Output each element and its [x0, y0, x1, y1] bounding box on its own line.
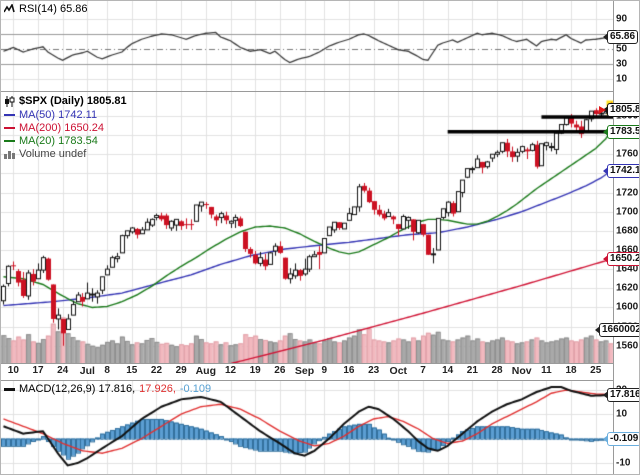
volume-label: Volume undef [19, 148, 87, 160]
x-axis-day-label: 14 [442, 365, 454, 376]
rsi-legend: RSI(14) 65.86 [4, 3, 87, 15]
value-badge: -0.109 [607, 431, 639, 446]
macd-line-swatch [4, 387, 15, 391]
macd-legend: MACD(12,26,9) 17.816, 17.926, -0.109 [4, 383, 211, 395]
value-badge: 1650.24 [607, 252, 639, 267]
value-badge: 17.816 [607, 387, 639, 402]
symbol-label: $SPX (Daily) 1805.81 [19, 95, 127, 107]
x-axis-day-label: 19 [249, 365, 261, 376]
rsi-axis-tick: 10 [616, 73, 628, 85]
x-axis-day-label: 29 [175, 365, 187, 376]
macd-axis-tick: -10 [616, 457, 631, 469]
price-axis-tick: 1720 [616, 187, 639, 199]
ma20-label: MA(20) 1783.54 [19, 135, 98, 147]
ma50-legend: MA(50) 1742.11 [4, 109, 97, 121]
value-badge: 1660002 [599, 323, 639, 338]
x-axis-day-label: 16 [343, 365, 355, 376]
panel-separator [1, 363, 613, 364]
price-axis-tick: 1660 [616, 244, 639, 256]
ma200-legend: MA(200) 1650.24 [4, 122, 104, 134]
price-axis-tick: 1620 [616, 282, 639, 294]
x-axis-day-label: 10 [7, 365, 19, 376]
macd-label: MACD(12,26,9) 17.816, [19, 383, 136, 395]
symbol-legend: $SPX (Daily) 1805.81 [4, 95, 127, 107]
macd-signal-value: 17.926, [139, 383, 176, 395]
ma50-label: MA(50) 1742.11 [19, 109, 98, 121]
x-axis-day-label: 23 [368, 365, 380, 376]
ma20-legend: MA(20) 1783.54 [4, 135, 98, 147]
ma20-line-swatch [4, 140, 15, 142]
value-badge: 1783.54 [607, 124, 639, 139]
volume-bars-icon [4, 151, 15, 159]
x-axis-day-label: 24 [57, 365, 69, 376]
macd-hist-value: -0.109 [179, 383, 212, 395]
price-axis-tick: 1640 [616, 263, 639, 275]
price-axis-tick: 1700 [616, 206, 639, 218]
macd-plot-canvas[interactable] [1, 381, 613, 474]
x-axis-month-label: Sep [294, 365, 315, 377]
x-axis-day-label: 21 [466, 365, 478, 376]
macd-axis-tick: 10 [616, 408, 628, 420]
chart-line-icon [4, 4, 15, 13]
panel-separator [1, 91, 613, 92]
x-axis-day-label: 22 [150, 365, 163, 376]
rsi-axis-tick: 30 [616, 58, 628, 70]
x-axis-day-label: 18 [565, 365, 577, 376]
x-axis-day-label: 28 [491, 365, 503, 376]
right-axis: 9050301018001780176017401720170016801660… [613, 1, 639, 474]
ma50-line-swatch [4, 114, 15, 116]
rsi-axis-tick: 50 [616, 43, 628, 55]
value-badge: 1805.81 [607, 103, 639, 118]
price-axis-tick: 1600 [616, 301, 639, 313]
x-axis-day-label: 17 [32, 365, 44, 376]
value-badge: 65.86 [607, 30, 639, 45]
x-axis-day-label: 12 [224, 365, 237, 376]
x-axis-day-label: 25 [590, 365, 602, 376]
value-badge: 1742.11 [607, 164, 639, 179]
x-axis-month-label: Aug [195, 365, 217, 377]
x-axis-month-label: Oct [389, 365, 408, 377]
x-axis-month-label: Nov [511, 365, 532, 377]
x-axis-day-label: 15 [126, 365, 138, 376]
x-axis-day-label: 9 [321, 365, 328, 376]
price-axis-tick: 1680 [616, 225, 639, 237]
rsi-legend-label: RSI(14) 65.86 [19, 3, 88, 15]
x-axis-day-label: 7 [420, 365, 426, 376]
ma200-line-swatch [4, 127, 15, 129]
x-axis-month-label: Jul [79, 365, 95, 377]
rsi-axis-tick: 90 [616, 13, 628, 25]
last-price-arrow [599, 106, 606, 115]
x-axis-day-label: 11 [541, 365, 552, 376]
x-axis: 10 17 24 Jul 8 15 22 29 Aug 12 19 26 Sep 9 16 23 Oct 7 14 2… [1, 364, 613, 380]
candlestick-icon [5, 95, 15, 107]
volume-legend: Volume undef [4, 148, 86, 160]
x-axis-day-label: 26 [274, 365, 286, 376]
price-axis-tick: 1560 [616, 340, 639, 352]
price-axis-tick: 1760 [616, 148, 639, 160]
x-axis-day-label: 8 [104, 365, 110, 376]
panel-separator [1, 380, 613, 381]
ma200-label: MA(200) 1650.24 [19, 122, 104, 134]
rsi-plot-canvas[interactable] [1, 1, 613, 91]
price-plot-canvas[interactable] [1, 92, 613, 363]
